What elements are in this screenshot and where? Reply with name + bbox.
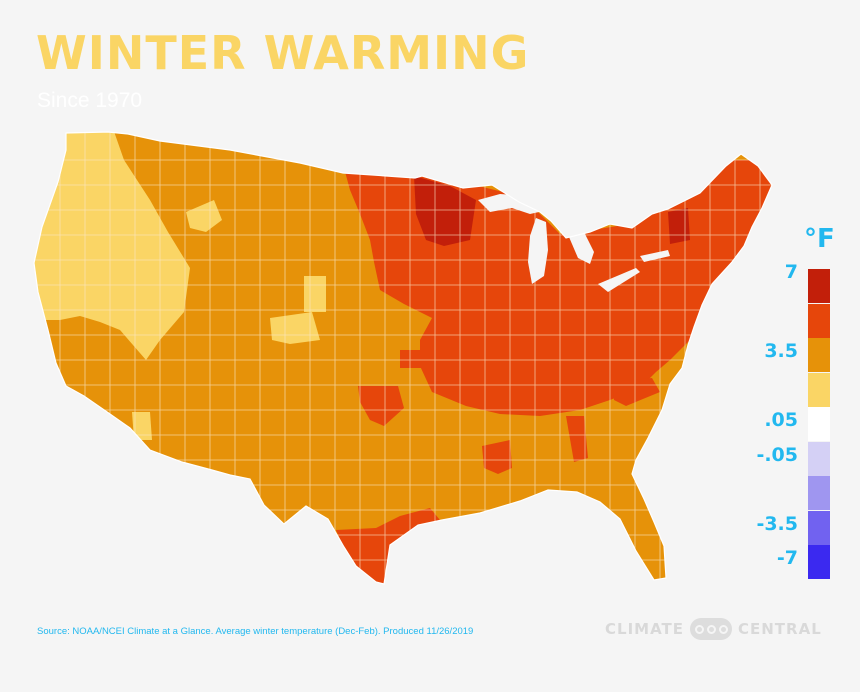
legend-swatch	[808, 269, 830, 303]
lake-huron	[566, 230, 594, 264]
region-highest-new-york	[668, 208, 690, 244]
map-title: WINTER WARMING	[36, 26, 530, 80]
lake-superior	[478, 194, 548, 214]
legend-swatch	[808, 545, 830, 579]
region-low-idaho	[186, 200, 222, 232]
region-low-arizona	[132, 412, 152, 440]
legend-label: -7	[776, 547, 798, 569]
region-highest-minnesota	[414, 176, 476, 246]
region-high-alabama	[566, 416, 588, 462]
warming-regions	[34, 132, 772, 584]
legend-swatch	[808, 510, 830, 545]
legend-label: -3.5	[756, 512, 798, 535]
legend-label: 3.5	[764, 340, 798, 362]
legend-swatch	[808, 372, 830, 407]
region-high-kansas	[400, 350, 428, 368]
legend-swatch	[808, 338, 830, 372]
source-note: Source: NOAA/NCEI Climate at a Glance. A…	[37, 626, 474, 637]
legend-label: 7	[784, 261, 798, 283]
region-high-oklahoma	[358, 386, 404, 426]
great-lakes	[478, 194, 670, 292]
lake-ontario	[640, 250, 670, 262]
region-high-texas-coast	[336, 508, 440, 584]
region-high-mississippi	[482, 440, 512, 474]
legend-label: -.05	[756, 443, 798, 466]
brand-logo-icon	[690, 618, 732, 640]
climate-central-logo: CLIMATE CENTRAL	[605, 618, 822, 640]
region-low-colorado	[270, 312, 320, 344]
legend-unit: °F	[804, 224, 835, 254]
brand-right: CENTRAL	[738, 620, 822, 638]
legend-label: .05	[764, 409, 798, 431]
legend-swatch	[808, 441, 830, 476]
legend-swatch	[808, 303, 830, 338]
region-low-west	[34, 132, 190, 360]
lake-michigan	[528, 218, 548, 284]
legend-swatch	[808, 407, 830, 441]
legend-swatch	[808, 476, 830, 510]
lake-erie	[598, 268, 640, 292]
map-subtitle: Since 1970	[37, 89, 143, 112]
region-low-wyoming	[304, 276, 326, 312]
brand-left: CLIMATE	[605, 620, 684, 638]
